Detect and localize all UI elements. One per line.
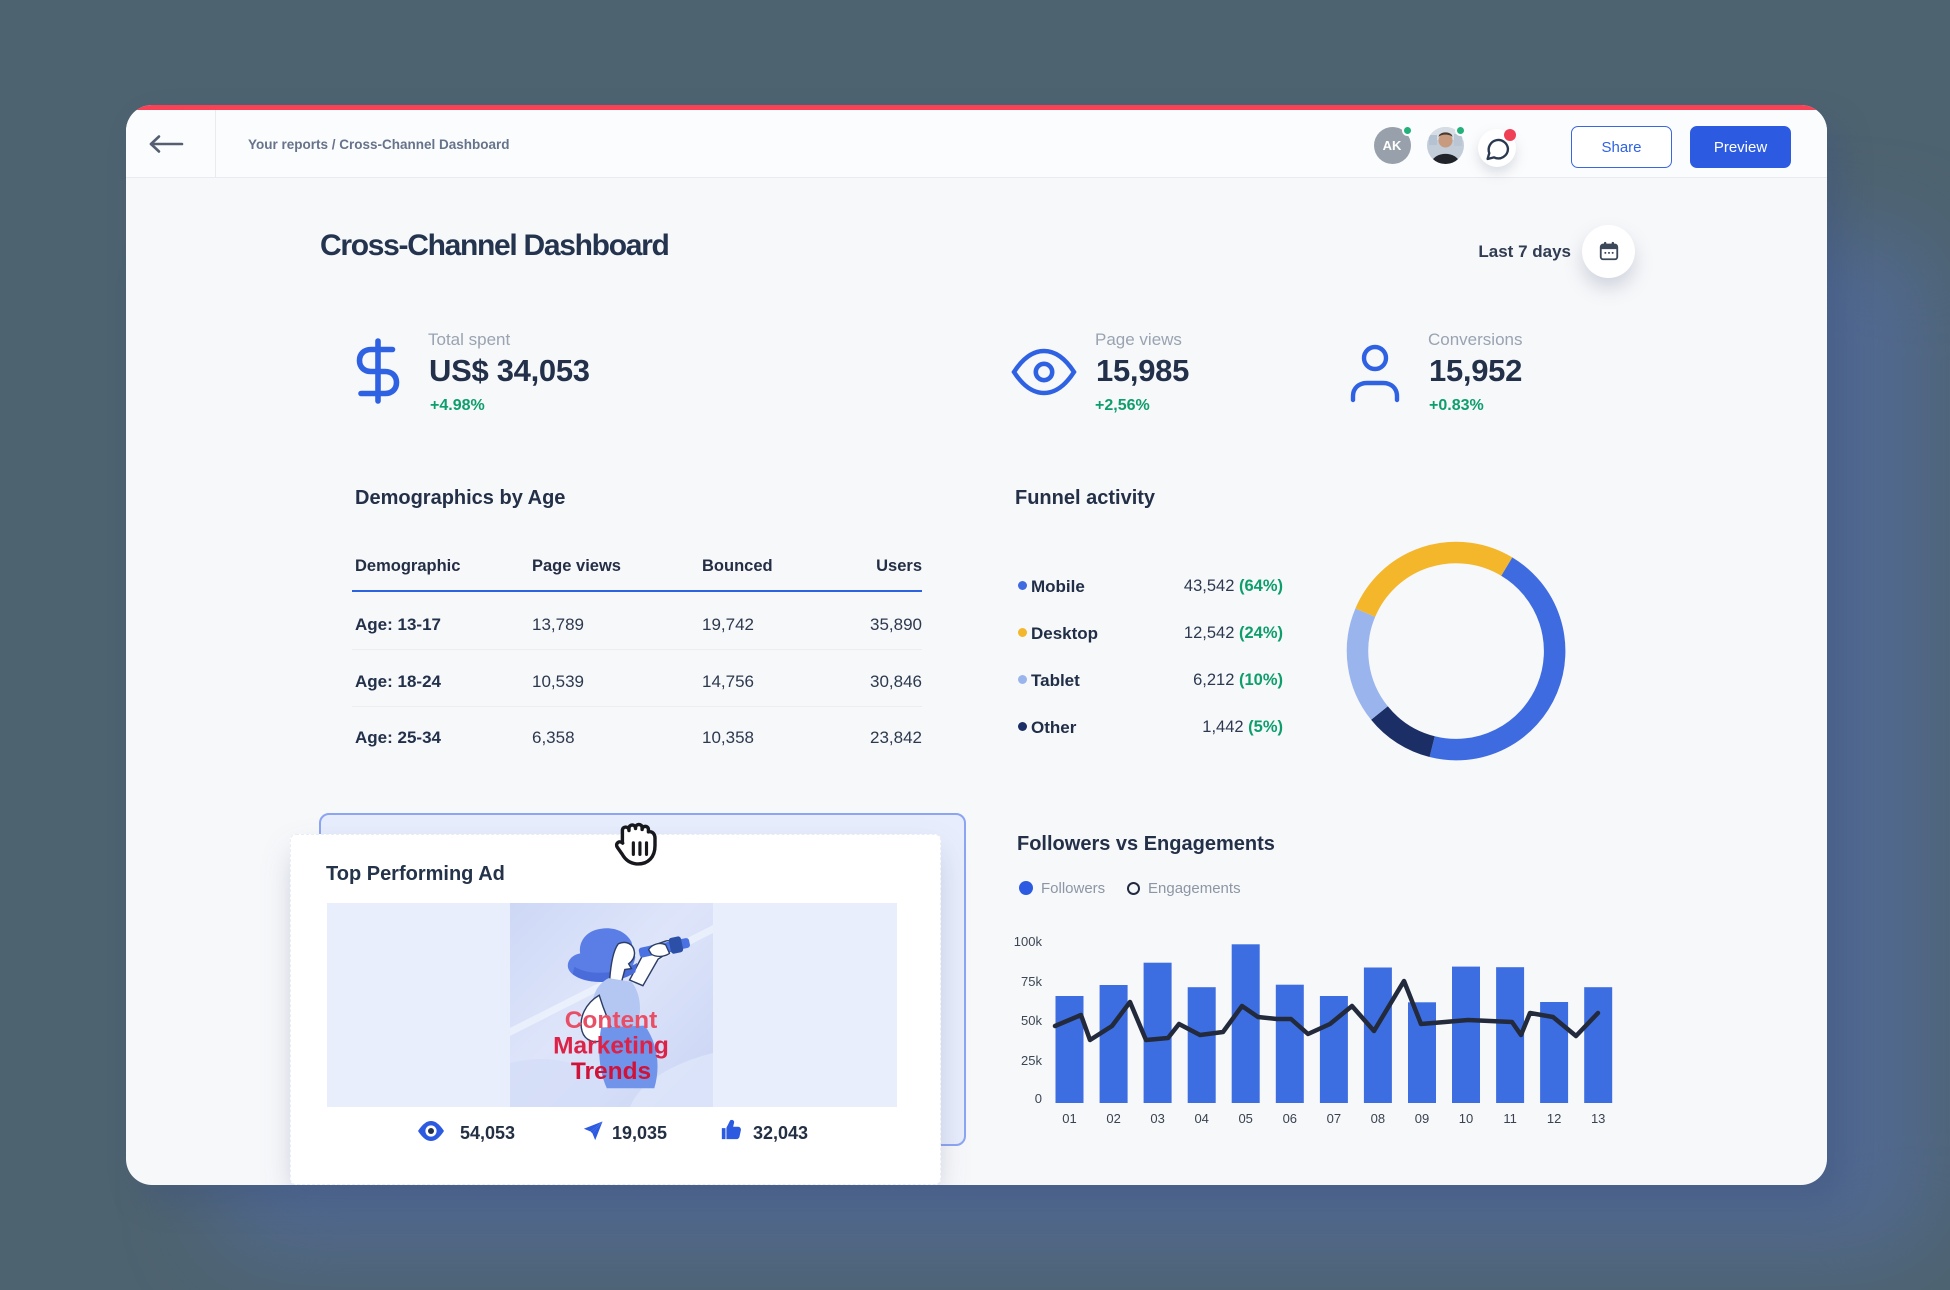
svg-text:Marketing: Marketing: [553, 1033, 669, 1060]
svg-text:Trends: Trends: [571, 1058, 651, 1085]
svg-text:Content: Content: [565, 1007, 658, 1034]
